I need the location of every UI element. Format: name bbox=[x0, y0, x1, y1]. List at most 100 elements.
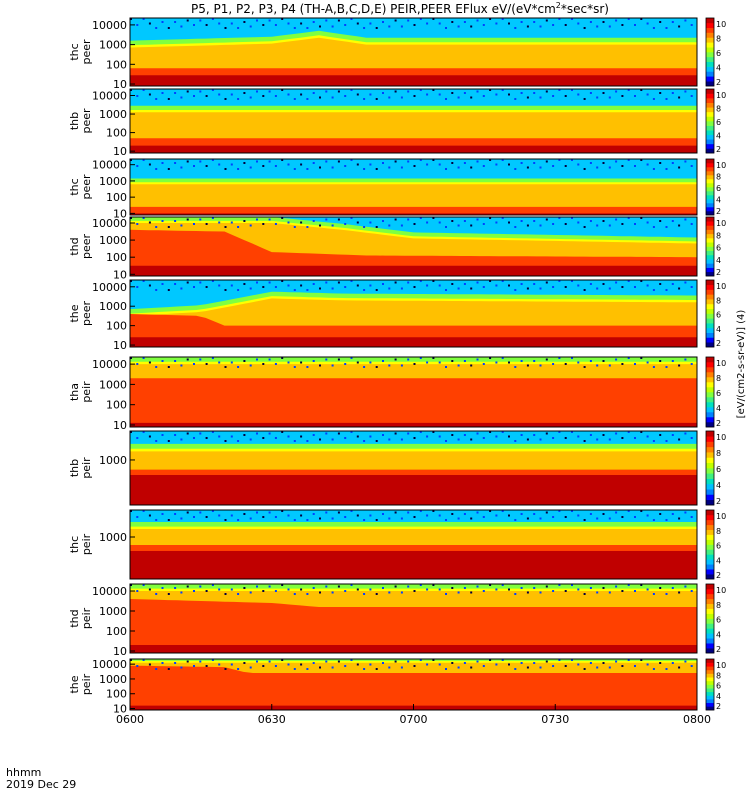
noise-speck bbox=[419, 18, 422, 20]
colorbar-frame bbox=[705, 216, 715, 277]
noise-speck bbox=[690, 286, 693, 288]
colorbar-swatch bbox=[706, 32, 714, 38]
noise-speck bbox=[678, 517, 681, 520]
noise-speck bbox=[646, 663, 649, 666]
noise-speck bbox=[571, 659, 573, 661]
noise-speck bbox=[665, 440, 668, 442]
noise-speck bbox=[350, 89, 353, 91]
noise-speck bbox=[344, 165, 347, 167]
noise-speck bbox=[281, 510, 284, 512]
noise-speck bbox=[293, 168, 296, 170]
colorbar-tick-label: 10 bbox=[716, 586, 726, 595]
noise-speck bbox=[369, 221, 372, 224]
panel-frame bbox=[129, 356, 698, 428]
colorbar-thb-peir: 10 8 6 4 2 bbox=[705, 430, 726, 506]
noise-speck bbox=[268, 585, 271, 588]
noise-speck bbox=[369, 93, 372, 96]
noise-speck bbox=[161, 434, 164, 436]
noise-speck bbox=[161, 513, 164, 515]
noise-speck bbox=[413, 516, 416, 518]
noise-speck bbox=[583, 593, 586, 595]
colorbar-swatch bbox=[706, 357, 714, 363]
colorbar-swatch bbox=[706, 372, 714, 378]
noise-speck bbox=[180, 438, 183, 441]
band-darkred bbox=[130, 337, 697, 347]
y-tick-label: 10 bbox=[113, 207, 127, 220]
noise-speck bbox=[615, 218, 618, 221]
noise-speck bbox=[520, 283, 523, 285]
noise-speck bbox=[186, 358, 189, 361]
noise-speck bbox=[690, 516, 693, 518]
colorbar-frame bbox=[705, 158, 715, 216]
noise-speck bbox=[130, 89, 132, 91]
colorbar-swatch bbox=[706, 397, 714, 403]
noise-speck bbox=[356, 221, 359, 224]
panel-frame bbox=[129, 279, 698, 348]
noise-speck bbox=[142, 510, 145, 512]
noise-speck bbox=[432, 217, 435, 219]
noise-speck bbox=[274, 95, 277, 97]
noise-speck bbox=[155, 519, 158, 521]
noise-speck bbox=[400, 96, 403, 99]
noise-speck bbox=[148, 284, 151, 287]
noise-speck bbox=[407, 218, 410, 221]
noise-speck bbox=[526, 438, 529, 441]
noise-speck bbox=[388, 517, 391, 520]
noise-speck bbox=[463, 92, 466, 94]
noise-speck bbox=[665, 98, 668, 100]
noise-speck bbox=[300, 663, 303, 666]
noise-speck bbox=[356, 22, 359, 25]
noise-speck bbox=[287, 221, 290, 224]
colorbar-label: [eV/(cm2-s-sr-eV)] (4) bbox=[736, 310, 747, 419]
colorbar-swatch bbox=[706, 554, 714, 560]
colorbar-thd-peir: 10 8 6 4 2 bbox=[705, 583, 726, 654]
noise-speck bbox=[463, 434, 466, 436]
noise-speck bbox=[193, 363, 195, 365]
noise-speck bbox=[602, 587, 605, 589]
noise-speck bbox=[312, 587, 315, 589]
noise-speck bbox=[186, 90, 189, 93]
noise-speck bbox=[363, 289, 366, 291]
colorbar-swatch bbox=[706, 633, 714, 639]
noise-speck bbox=[659, 434, 662, 436]
noise-speck bbox=[571, 431, 573, 433]
colorbar-swatch bbox=[706, 130, 714, 136]
noise-speck bbox=[571, 357, 573, 359]
noise-speck bbox=[193, 95, 195, 97]
noise-speck bbox=[337, 218, 340, 221]
noise-speck bbox=[413, 590, 416, 592]
noise-speck bbox=[583, 226, 586, 228]
noise-speck bbox=[274, 363, 277, 365]
noise-speck bbox=[690, 437, 693, 439]
band-darkred bbox=[130, 145, 697, 153]
noise-speck bbox=[186, 585, 189, 588]
noise-speck bbox=[671, 434, 674, 436]
noise-speck bbox=[520, 21, 523, 23]
colorbar-swatch bbox=[706, 402, 714, 408]
noise-speck bbox=[249, 591, 252, 594]
noise-speck bbox=[602, 21, 605, 23]
noise-speck bbox=[545, 90, 548, 93]
noise-speck bbox=[621, 223, 624, 225]
noise-speck bbox=[394, 432, 397, 435]
noise-speck bbox=[520, 162, 523, 164]
noise-speck bbox=[218, 221, 221, 224]
noise-speck bbox=[432, 510, 435, 512]
colorbar-swatch bbox=[706, 139, 714, 145]
noise-speck bbox=[539, 287, 542, 290]
noise-speck bbox=[577, 284, 580, 287]
noise-speck bbox=[690, 95, 693, 97]
noise-speck bbox=[665, 366, 668, 368]
colorbar-swatch bbox=[706, 695, 714, 700]
noise-speck bbox=[193, 223, 195, 225]
noise-speck bbox=[608, 25, 611, 28]
noise-speck bbox=[293, 289, 296, 291]
x-tick-label: 0800 bbox=[683, 713, 711, 726]
noise-speck bbox=[167, 519, 170, 521]
noise-speck bbox=[268, 90, 271, 93]
noise-speck bbox=[130, 659, 132, 661]
noise-speck bbox=[344, 24, 347, 26]
colorbar-swatch bbox=[706, 47, 714, 53]
noise-speck bbox=[621, 516, 624, 518]
